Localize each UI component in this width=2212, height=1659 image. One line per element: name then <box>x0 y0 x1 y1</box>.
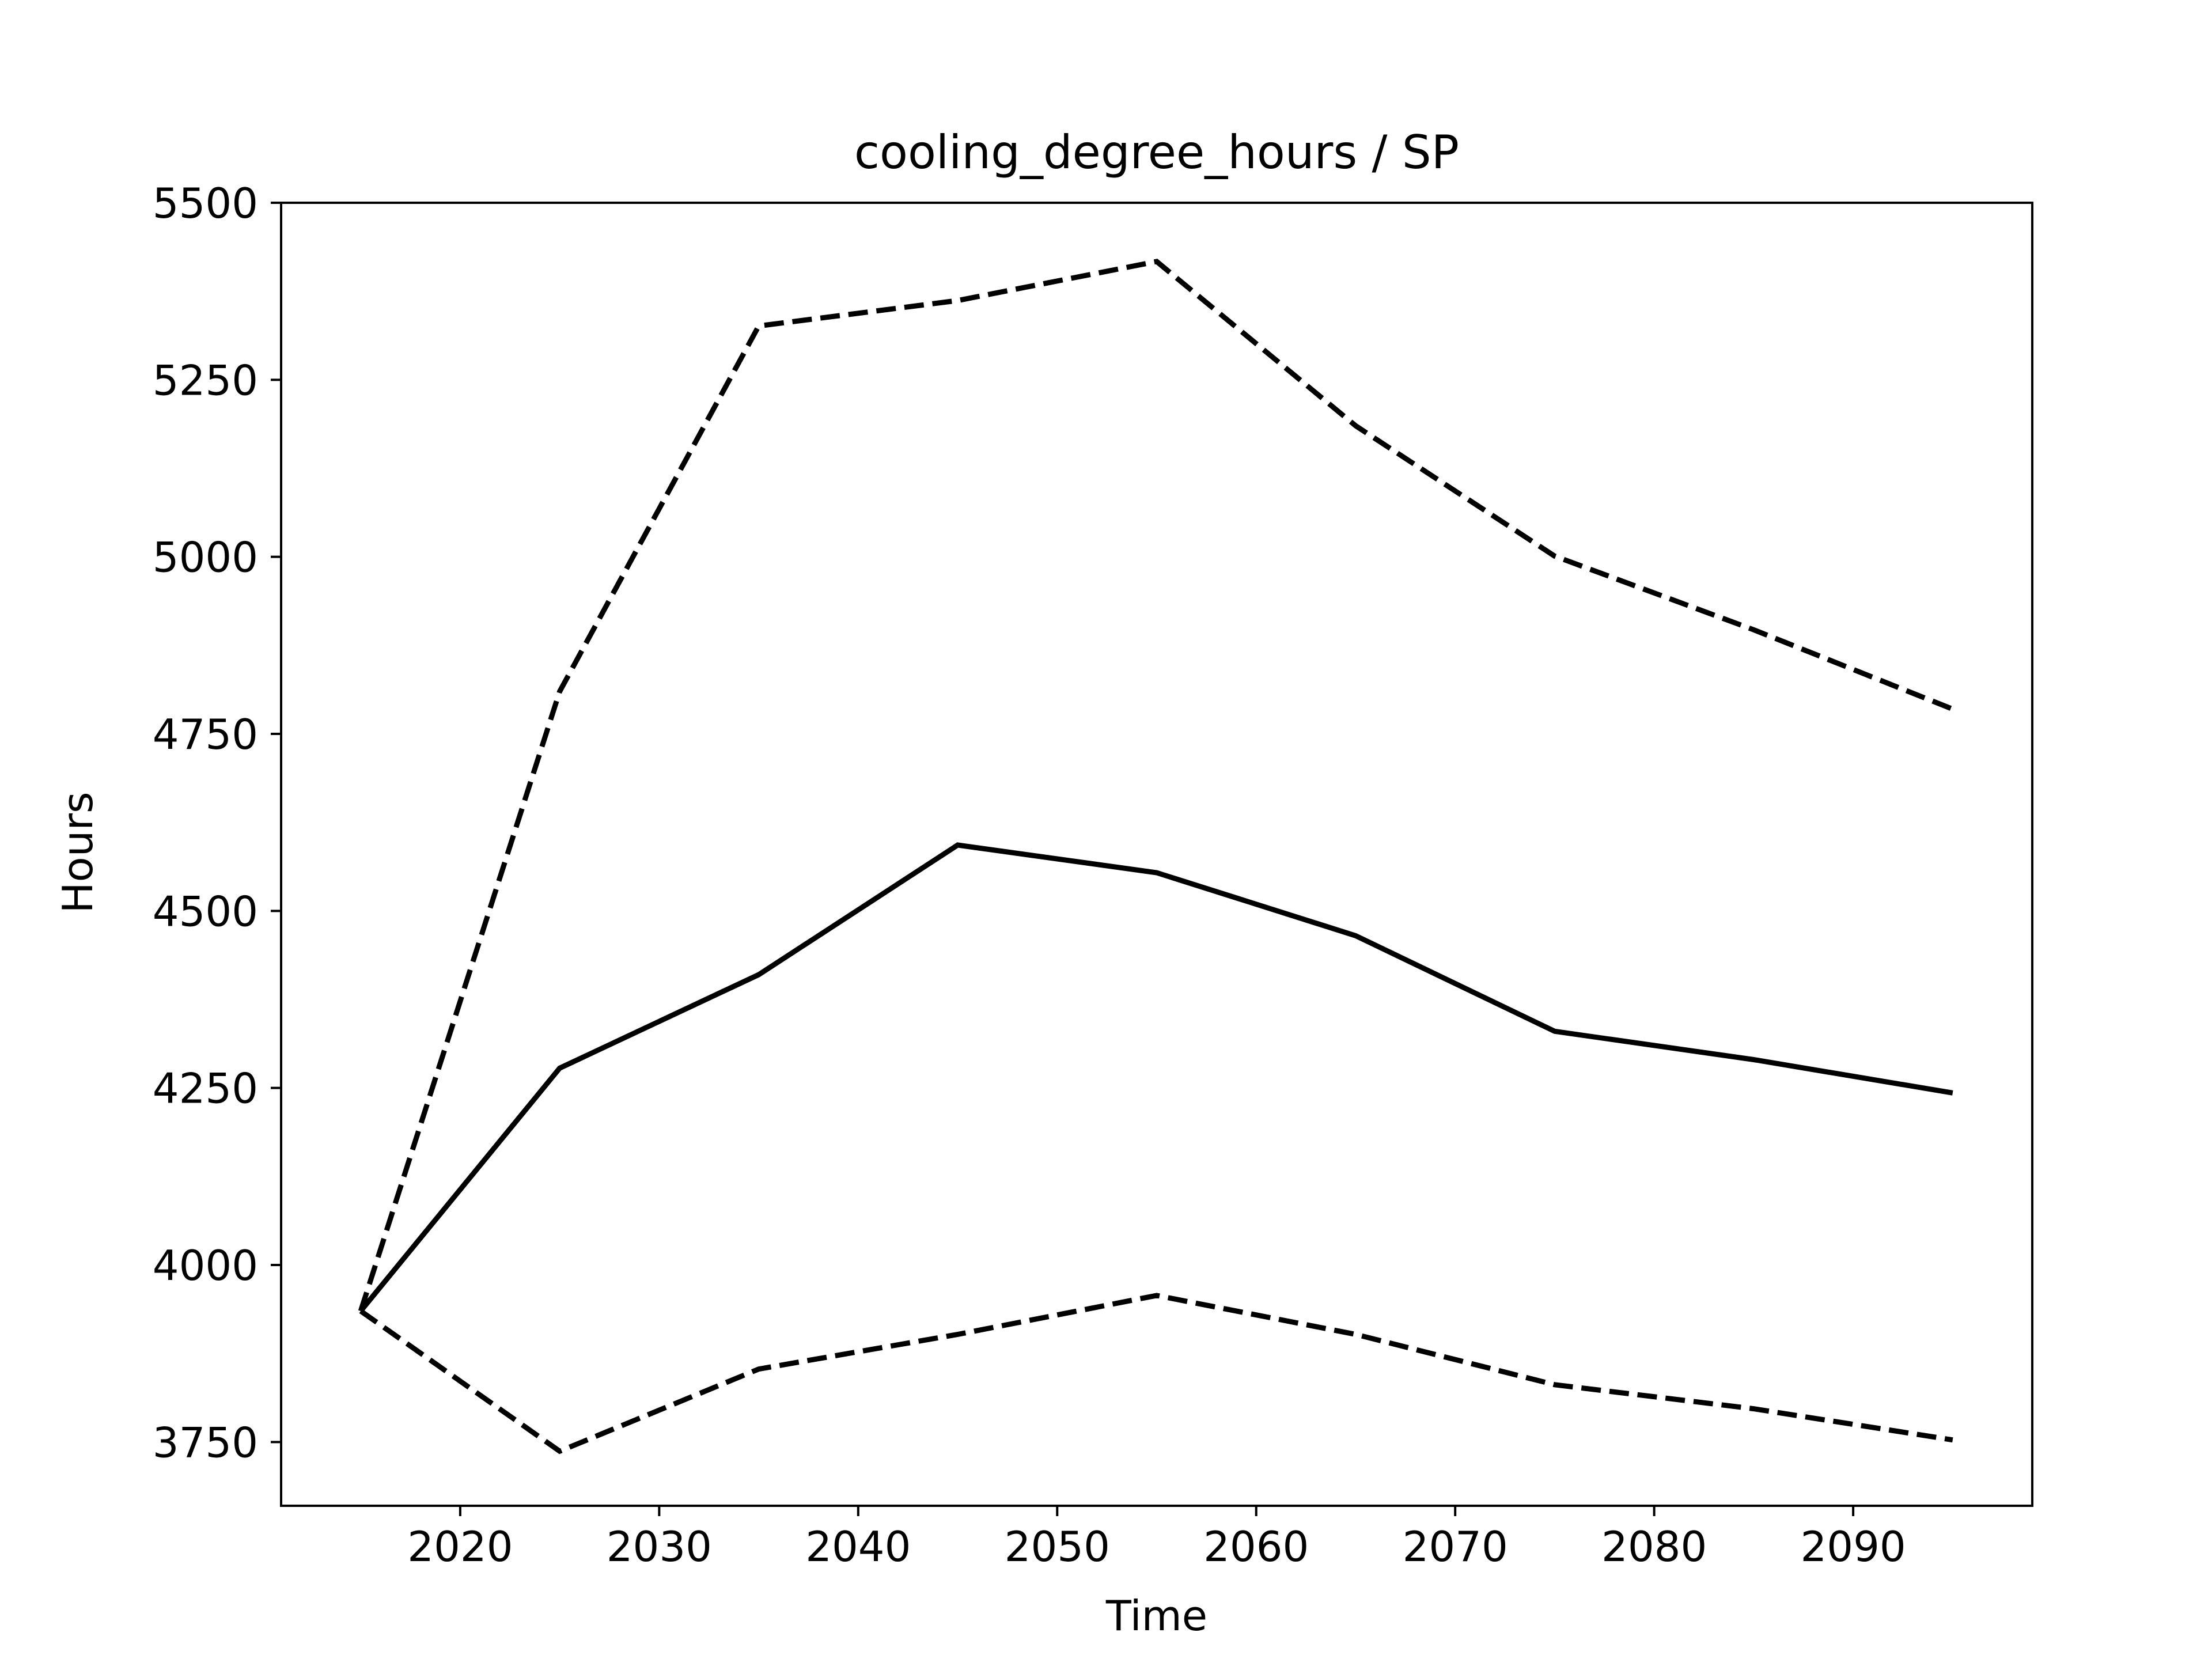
x-tick-label: 2080 <box>1601 1522 1707 1571</box>
plot-frame <box>280 202 2033 1507</box>
x-tick-label: 2060 <box>1203 1522 1309 1571</box>
x-tick-label: 2030 <box>607 1522 712 1571</box>
y-tick-label: 4250 <box>153 1065 258 1113</box>
series-line-2 <box>358 259 1954 1312</box>
plot-area <box>358 259 1954 1455</box>
x-tick-label: 2050 <box>1005 1522 1110 1571</box>
x-tick-label: 2040 <box>805 1522 911 1571</box>
y-tick-label: 4750 <box>153 710 258 759</box>
x-tick-label: 2070 <box>1403 1522 1508 1571</box>
y-tick-label: 4500 <box>153 887 258 935</box>
x-tick-label: 2090 <box>1800 1522 1906 1571</box>
series-line-1 <box>358 842 1953 1313</box>
x-axis-label: Time <box>1105 1592 1207 1640</box>
y-axis-label: Hours <box>54 792 102 914</box>
y-tick-label: 5000 <box>153 533 258 582</box>
x-tick-label: 2020 <box>407 1522 513 1571</box>
y-tick-label: 3750 <box>153 1418 258 1467</box>
y-axis: 3750 4000 4250 4500 4750 5000 5250 5500 <box>153 179 281 1467</box>
chart-title: cooling_degree_hours / SP <box>854 126 1459 179</box>
y-tick-label: 4000 <box>153 1241 258 1290</box>
y-tick-label: 5500 <box>153 179 258 228</box>
series-line-3 <box>359 1293 1953 1455</box>
y-tick-label: 5250 <box>153 356 258 404</box>
x-axis: 2020 2030 2040 2050 2060 2070 2080 2090 <box>407 1506 1906 1571</box>
